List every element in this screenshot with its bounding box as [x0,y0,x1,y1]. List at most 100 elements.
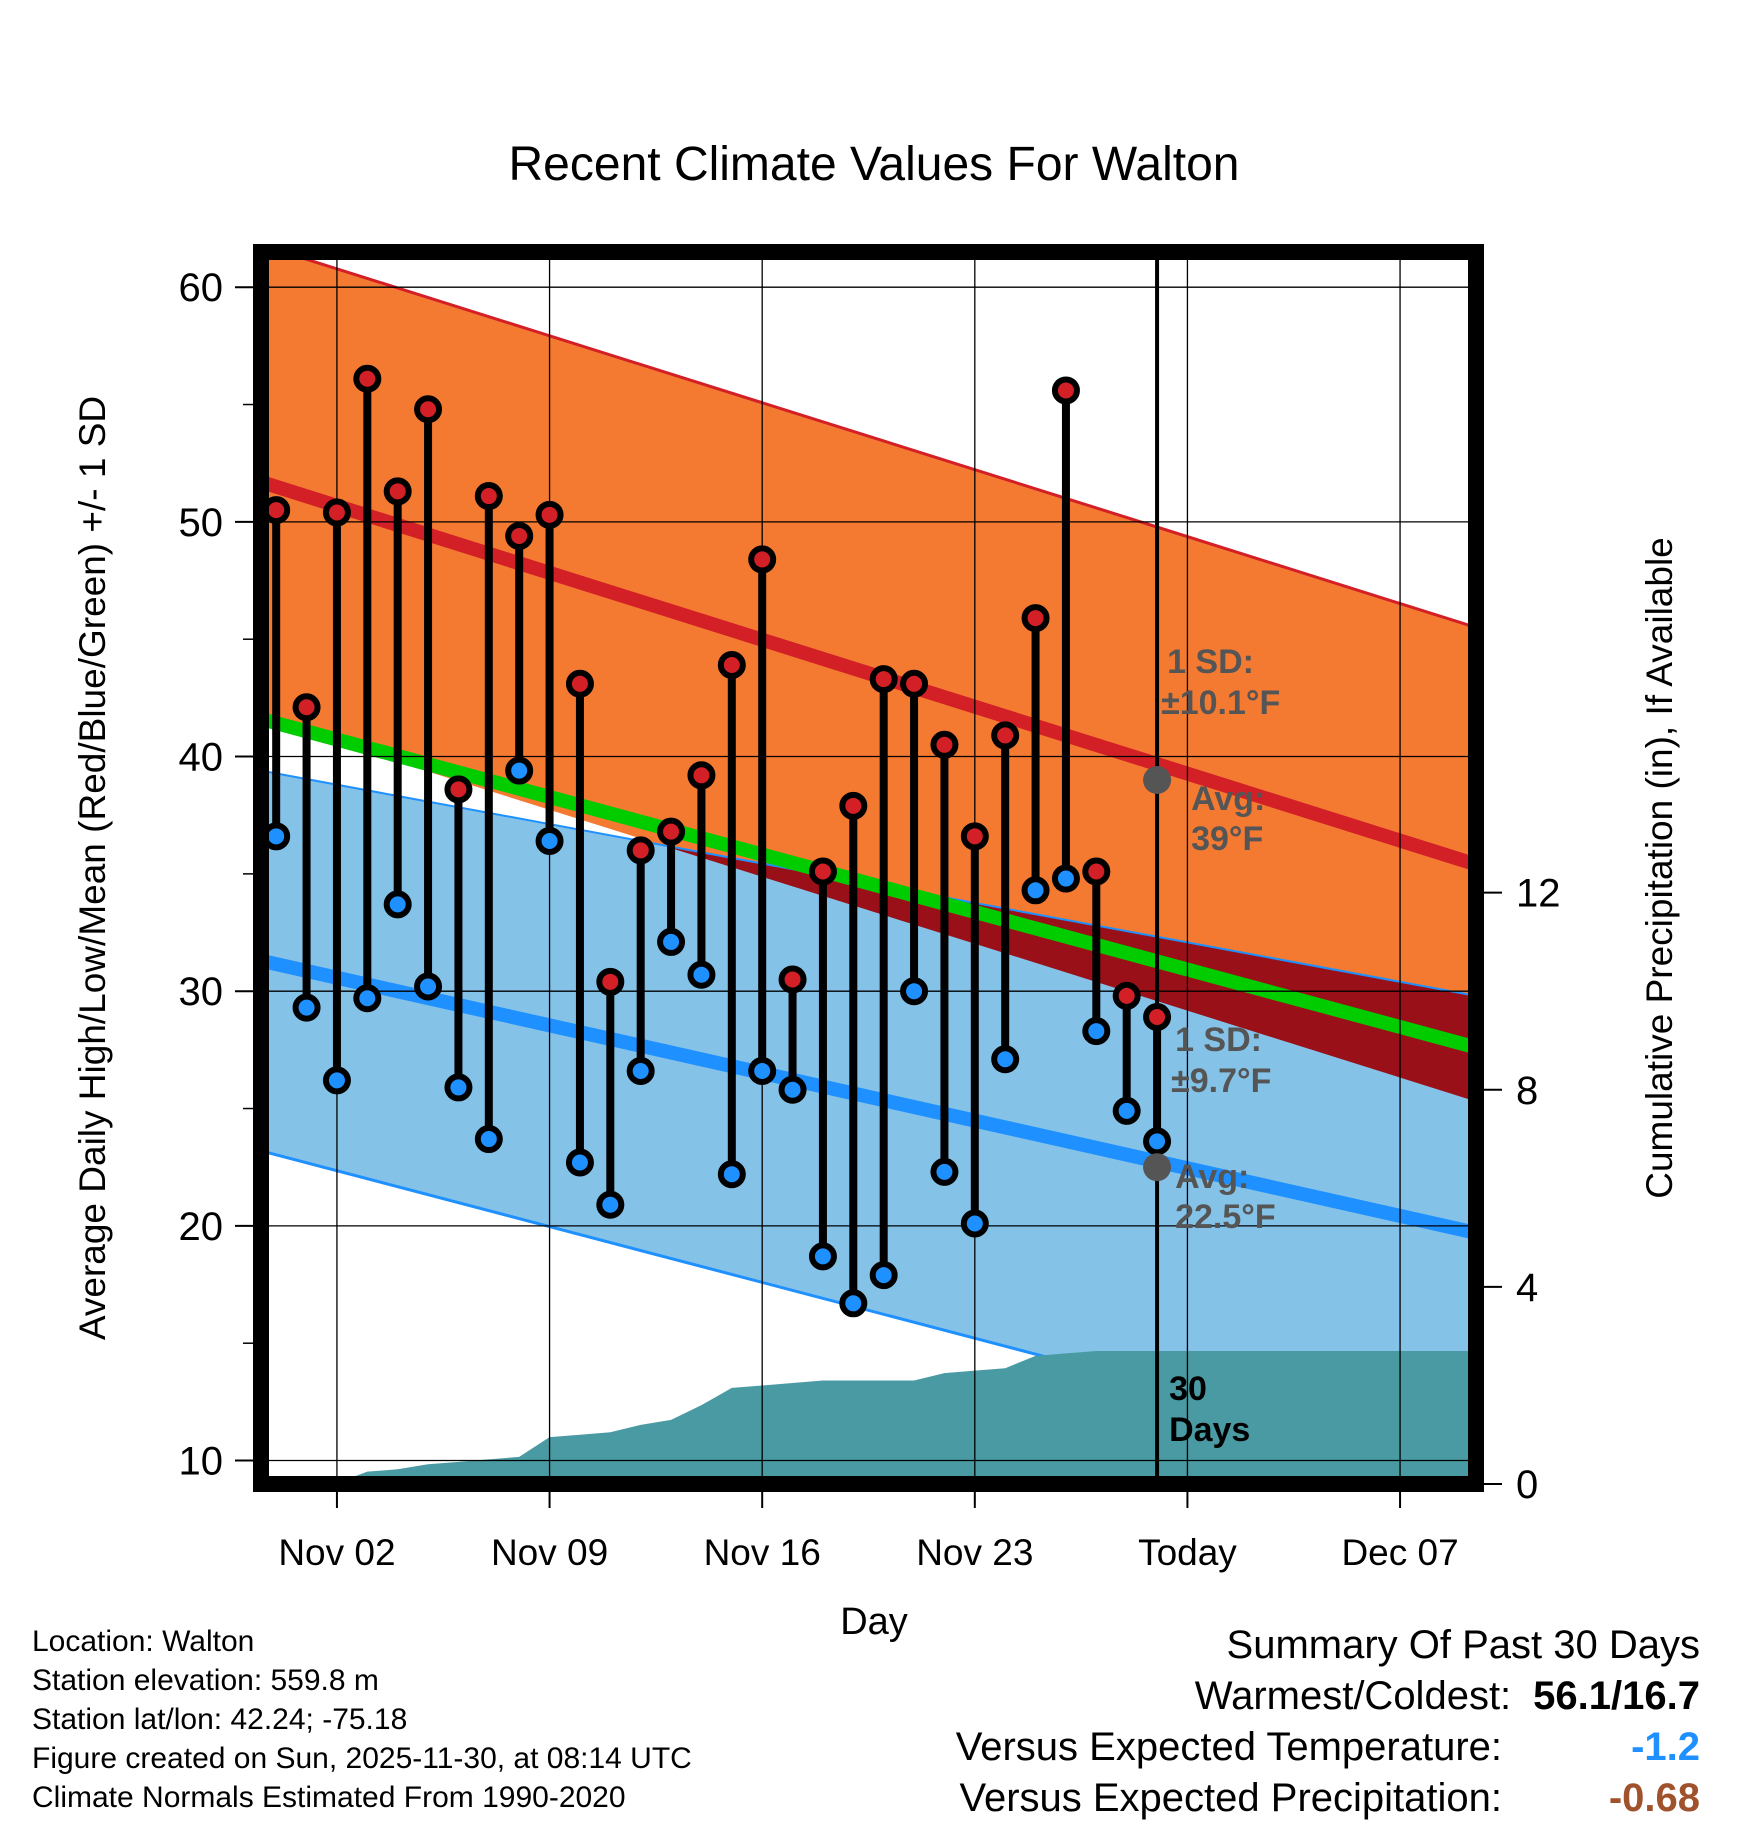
temp-label: Versus Expected Temperature: [955,1725,1502,1769]
y-axis-label: Average Daily High/Low/Mean (Red/Blue/Gr… [72,396,113,1340]
precip-value: -0.68 [1608,1776,1700,1820]
y-tick-label: 40 [179,736,224,780]
daily-high-point [444,775,473,804]
low-avg-value: 22.5°F [1175,1198,1276,1236]
daily-low-point [839,1289,868,1318]
latlon-text: Station lat/lon: 42.24; -75.18 [32,1703,408,1736]
high-sd-label: 1 SD: [1167,643,1254,681]
daily-low-point [535,827,564,856]
daily-high-point [900,669,929,698]
daily-low-point [869,1261,898,1290]
daily-low-point [1082,1017,1111,1046]
daily-low-point [626,1056,655,1085]
x-tick-label: Nov 02 [278,1532,395,1573]
daily-low-point [717,1160,746,1189]
daily-high-point [292,693,321,722]
y-tick-label: 60 [179,266,224,310]
location-text: Location: Walton [32,1625,255,1658]
elevation-text: Station elevation: 559.8 m [32,1664,379,1697]
daily-high-point [626,836,655,865]
summary-panel: Summary Of Past 30 Days Warmest/Coldest:… [956,1620,1700,1824]
warmest-value: 56.1/16.7 [1533,1674,1700,1718]
days-text-label: Days [1169,1411,1250,1449]
daily-high-point [1082,857,1111,886]
daily-high-point [1021,604,1050,633]
daily-high-point [535,500,564,529]
daily-low-point [353,984,382,1013]
low-sd-value: ±9.7°F [1171,1062,1271,1100]
daily-low-point [505,756,534,785]
high-sd-value: ±10.1°F [1161,684,1280,722]
x-axis-label: Day [840,1601,908,1643]
daily-low-point [1051,864,1080,893]
x-tick-label: Nov 16 [704,1532,821,1573]
daily-high-point [322,498,351,527]
y2-tick-label: 8 [1516,1069,1538,1113]
daily-high-point [474,482,503,511]
y-tick-label: 20 [179,1205,224,1249]
today-low-avg-marker [1143,1153,1172,1182]
daily-high-point [808,857,837,886]
daily-high-point [657,817,686,846]
daily-high-point [565,669,594,698]
warmest-label: Warmest/Coldest: [1194,1674,1512,1718]
daily-high-point [930,730,959,759]
daily-low-point [900,977,929,1006]
daily-low-point [444,1073,473,1102]
high-avg-label: Avg: [1191,780,1265,818]
precip-label: Versus Expected Precipitation: [959,1776,1502,1820]
daily-high-point [414,395,443,424]
daily-high-point [596,967,625,996]
summary-warmest-row: Warmest/Coldest: 56.1/16.7 [956,1671,1700,1722]
daily-low-point [474,1125,503,1154]
daily-high-point [1143,1003,1172,1032]
daily-high-point [748,545,777,574]
daily-high-point [687,761,716,790]
chart-title: Recent Climate Values For Walton [509,138,1240,191]
x-tick-label: Nov 09 [491,1532,608,1573]
daily-low-point [414,972,443,1001]
daily-low-point [1112,1096,1141,1125]
overlap-band [661,845,1476,1102]
summary-title: Summary Of Past 30 Days [1226,1623,1700,1667]
days-count-label: 30 [1169,1370,1207,1408]
y-tick-label: 10 [179,1440,224,1484]
y2-tick-label: 4 [1516,1266,1538,1310]
daily-high-point [505,521,534,550]
daily-high-point [839,791,868,820]
daily-high-point [1112,981,1141,1010]
summary-temp-row: Versus Expected Temperature: -1.2 [956,1722,1700,1773]
low-avg-label: Avg: [1175,1158,1249,1196]
y-tick-label: 30 [179,970,224,1014]
summary-precip-row: Versus Expected Precipitation: -0.68 [956,1773,1700,1824]
daily-low-point [565,1148,594,1177]
daily-high-point [1051,376,1080,405]
high-avg-value: 39°F [1191,820,1263,858]
daily-high-point [383,477,412,506]
y2-axis-label: Cumulative Precipitation (in), If Availa… [1639,537,1680,1199]
daily-low-point [657,927,686,956]
x-tick-label: Today [1138,1532,1237,1573]
x-tick-label: Nov 23 [916,1532,1033,1573]
station-info: Location: Walton Station elevation: 559.… [32,1622,692,1817]
y2-tick-label: 12 [1516,872,1561,916]
daily-high-point [991,721,1020,750]
plot-area [261,252,1476,1484]
daily-high-point [778,965,807,994]
axes: Nov 02 Nov 09 Nov 16 Nov 23 Today Dec 07 10 20 3… [179,266,1561,1573]
low-sd-label: 1 SD: [1175,1021,1262,1059]
daily-low-point [930,1157,959,1186]
created-text: Figure created on Sun, 2025-11-30, at 08… [32,1742,692,1775]
daily-low-point [1021,876,1050,905]
daily-low-point [778,1075,807,1104]
daily-low-point [991,1045,1020,1074]
daily-low-point [748,1056,777,1085]
daily-low-point [322,1066,351,1095]
daily-low-point [596,1190,625,1219]
y2-tick-label: 0 [1516,1463,1538,1507]
mean-average-line [261,712,1476,1055]
high-average-line [261,475,1476,872]
daily-low-point [1143,1127,1172,1156]
